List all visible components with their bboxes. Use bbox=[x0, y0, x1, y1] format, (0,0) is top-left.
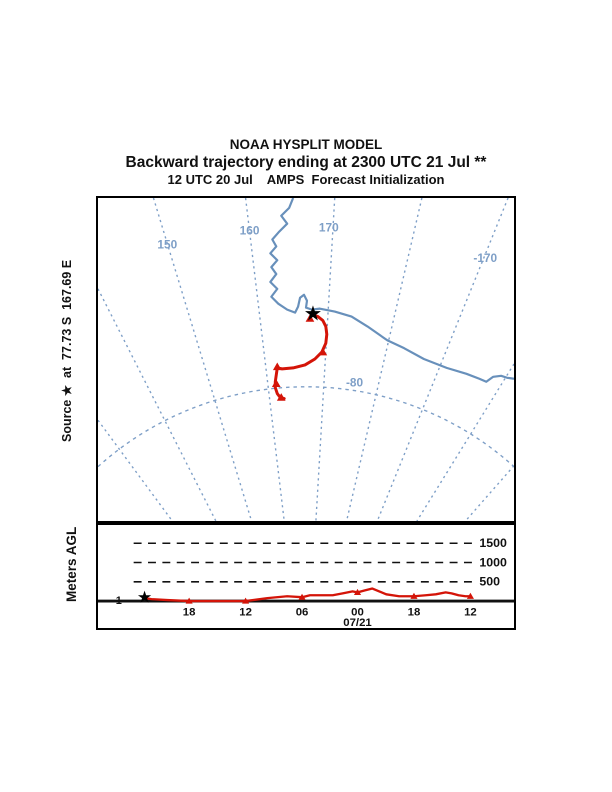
height-6h-marker bbox=[410, 592, 418, 599]
height-source-star-icon: ★ bbox=[138, 590, 152, 606]
trajectory-path bbox=[273, 313, 329, 400]
meridian-label: 170 bbox=[319, 221, 339, 235]
trajectory-title: Backward trajectory ending at 2300 UTC 2… bbox=[125, 154, 487, 171]
meridian-label: -170 bbox=[473, 251, 497, 265]
time-tick-label: 00 bbox=[351, 607, 364, 619]
meters-agl-axis-label: Meters AGL bbox=[64, 526, 79, 602]
height-profile-panel: 1500 1000 500 ★ 1 18 12 06 00 18 12 07/21 bbox=[96, 523, 516, 630]
meridian-line bbox=[315, 198, 336, 521]
meridian-label: 150 bbox=[157, 237, 177, 251]
latitude-label: -80 bbox=[346, 376, 364, 390]
initialization-subtitle: 12 UTC 20 Jul AMPS Forecast Initializati… bbox=[167, 172, 445, 187]
height-profile-chart: 1500 1000 500 ★ 1 18 12 06 00 18 12 07/21 bbox=[98, 536, 514, 628]
model-title: NOAA HYSPLIT MODEL bbox=[229, 137, 383, 152]
meridian-line bbox=[416, 363, 514, 521]
trajectory-map: 150 160 170 -170 -80 ★ bbox=[98, 198, 514, 521]
trajectory-map-panel: 150 160 170 -170 -80 ★ bbox=[96, 196, 516, 523]
source-star-icon: ★ bbox=[305, 304, 322, 324]
title-block: NOAA HYSPLIT MODEL Backward trajectory e… bbox=[0, 137, 612, 188]
trajectory-6h-marker bbox=[318, 347, 328, 356]
meridian-line bbox=[98, 419, 173, 521]
trajectory-6h-marker bbox=[276, 393, 286, 401]
date-label: 07/21 bbox=[343, 617, 371, 628]
start-height-label: 1 bbox=[116, 595, 122, 607]
height-6h-marker bbox=[185, 597, 193, 604]
time-tick-label: 06 bbox=[296, 607, 309, 619]
trajectory-6h-marker bbox=[305, 314, 315, 322]
height-6h-marker bbox=[242, 597, 250, 604]
time-tick-label: 12 bbox=[464, 607, 477, 619]
trajectory-6h-marker bbox=[272, 362, 282, 371]
latitude-circle bbox=[98, 386, 514, 468]
height-profile-line bbox=[144, 587, 471, 603]
meridian-line bbox=[464, 465, 514, 521]
time-tick-label: 12 bbox=[239, 607, 252, 619]
time-tick-label: 18 bbox=[183, 607, 196, 619]
height-gridline-label: 500 bbox=[479, 575, 500, 589]
meridian-label: 160 bbox=[240, 224, 260, 238]
coastline bbox=[269, 198, 514, 383]
time-tick-label: 18 bbox=[408, 607, 421, 619]
source-axis-label: Source ★ at 77.73 S 167.69 E bbox=[60, 259, 74, 442]
meridian-line bbox=[152, 198, 253, 521]
height-6h-marker bbox=[298, 593, 306, 600]
meridian-line bbox=[345, 198, 423, 521]
height-gridline-label: 1000 bbox=[479, 556, 507, 570]
meridian-line bbox=[244, 198, 285, 521]
trajectory-6h-marker bbox=[271, 379, 281, 387]
height-6h-marker bbox=[466, 592, 474, 599]
height-6h-marker bbox=[353, 588, 362, 595]
height-gridline-label: 1500 bbox=[479, 536, 507, 550]
meridian-line bbox=[98, 288, 217, 521]
meridian-line bbox=[376, 198, 509, 521]
